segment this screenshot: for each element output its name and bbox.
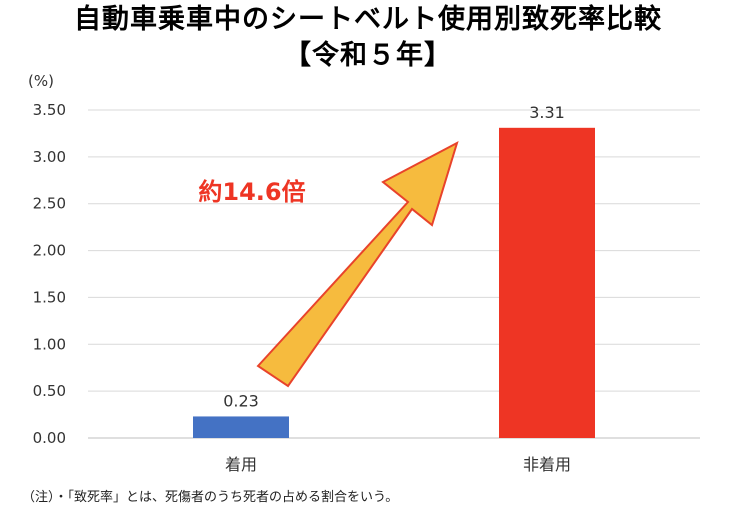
data-label: 3.31 bbox=[529, 103, 565, 122]
y-tick-label: 0.00 bbox=[33, 429, 66, 447]
bar bbox=[499, 127, 595, 438]
x-tick-label: 非着用 bbox=[523, 455, 571, 474]
y-tick-label: 2.50 bbox=[33, 195, 66, 213]
y-tick-label: 3.00 bbox=[33, 148, 66, 166]
y-tick-label: 0.50 bbox=[33, 382, 66, 400]
increase-arrow-icon bbox=[256, 140, 459, 388]
ratio-annotation: 約14.6倍 bbox=[198, 178, 305, 206]
bar bbox=[193, 416, 289, 438]
data-label: 0.23 bbox=[223, 391, 259, 410]
x-tick-label: 着用 bbox=[225, 455, 257, 474]
y-axis-label: (%) bbox=[28, 72, 54, 90]
chart-title-line2: 【令和５年】 bbox=[284, 40, 452, 71]
y-tick-label: 3.50 bbox=[33, 101, 66, 119]
y-tick-label: 1.00 bbox=[33, 335, 66, 353]
chart-title-line1: 自動車乗車中のシートベルト使用別致死率比較 bbox=[74, 4, 662, 35]
footnote: （注）・「致死率」とは、死傷者のうち死者の占める割合をいう。 bbox=[22, 490, 399, 505]
y-tick-label: 2.00 bbox=[33, 242, 66, 260]
y-tick-label: 1.50 bbox=[33, 288, 66, 306]
